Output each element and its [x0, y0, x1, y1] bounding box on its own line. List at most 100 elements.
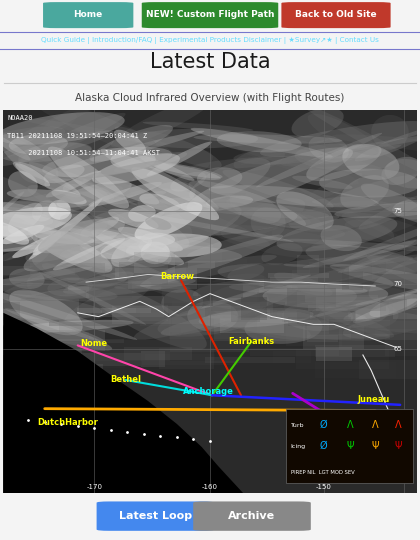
Ellipse shape	[252, 226, 345, 241]
Bar	[82, 350, 125, 368]
Ellipse shape	[0, 247, 50, 276]
Ellipse shape	[0, 278, 104, 287]
Ellipse shape	[74, 228, 171, 267]
Ellipse shape	[62, 131, 204, 170]
Ellipse shape	[9, 289, 83, 335]
Bar	[367, 329, 399, 333]
Ellipse shape	[344, 277, 420, 321]
Ellipse shape	[54, 136, 114, 158]
Ellipse shape	[319, 168, 420, 198]
Ellipse shape	[343, 308, 420, 338]
Ellipse shape	[15, 163, 50, 186]
Ellipse shape	[111, 236, 150, 267]
Ellipse shape	[370, 294, 420, 318]
Ellipse shape	[343, 210, 420, 261]
Bar	[59, 320, 81, 333]
Ellipse shape	[108, 191, 166, 205]
Bar	[268, 273, 328, 278]
Bar	[139, 313, 171, 326]
Ellipse shape	[317, 300, 389, 328]
Ellipse shape	[139, 131, 222, 168]
Ellipse shape	[334, 201, 420, 218]
Ellipse shape	[18, 113, 126, 163]
Ellipse shape	[226, 198, 311, 225]
Text: 65: 65	[393, 346, 402, 352]
Bar	[329, 319, 420, 334]
Bar	[1, 299, 79, 320]
Bar	[112, 307, 205, 324]
Bar	[145, 354, 215, 360]
Bar	[21, 342, 81, 352]
Bar	[200, 302, 273, 318]
Text: Latest Data: Latest Data	[150, 52, 270, 72]
Ellipse shape	[115, 126, 156, 146]
Ellipse shape	[230, 192, 281, 224]
Ellipse shape	[0, 247, 142, 303]
Ellipse shape	[94, 174, 159, 204]
Ellipse shape	[5, 308, 105, 342]
Bar	[205, 357, 295, 363]
Bar	[198, 284, 242, 298]
Bar	[316, 347, 352, 361]
Ellipse shape	[42, 264, 80, 281]
Ellipse shape	[131, 167, 219, 220]
Bar	[169, 318, 257, 339]
Ellipse shape	[30, 97, 179, 163]
Bar	[188, 261, 215, 268]
Ellipse shape	[113, 130, 146, 154]
Ellipse shape	[134, 286, 298, 340]
Bar	[142, 352, 165, 367]
Ellipse shape	[191, 274, 267, 306]
Ellipse shape	[207, 310, 366, 323]
Bar	[307, 320, 390, 339]
Ellipse shape	[0, 191, 24, 215]
Ellipse shape	[260, 121, 420, 157]
Ellipse shape	[318, 305, 394, 338]
Bar	[342, 272, 363, 290]
Ellipse shape	[27, 273, 94, 318]
Text: Back to Old Site: Back to Old Site	[295, 10, 377, 19]
Ellipse shape	[314, 286, 413, 310]
Bar	[339, 329, 420, 349]
Ellipse shape	[0, 131, 113, 167]
Bar	[77, 308, 150, 313]
Ellipse shape	[126, 238, 168, 255]
Ellipse shape	[91, 230, 184, 265]
Ellipse shape	[218, 264, 394, 292]
Ellipse shape	[189, 158, 270, 202]
Bar	[296, 349, 389, 369]
Ellipse shape	[139, 196, 270, 247]
Ellipse shape	[42, 242, 187, 293]
Ellipse shape	[129, 150, 213, 195]
Ellipse shape	[0, 168, 100, 245]
Bar	[5, 364, 103, 374]
Ellipse shape	[231, 135, 360, 171]
Ellipse shape	[221, 198, 305, 240]
Ellipse shape	[251, 207, 286, 238]
Ellipse shape	[298, 280, 420, 321]
Ellipse shape	[0, 133, 31, 160]
Ellipse shape	[79, 230, 126, 265]
Ellipse shape	[197, 167, 242, 188]
Ellipse shape	[49, 287, 163, 298]
Bar	[264, 266, 349, 289]
Ellipse shape	[0, 125, 129, 201]
Bar	[101, 308, 136, 313]
Ellipse shape	[191, 156, 303, 170]
Ellipse shape	[0, 201, 94, 234]
Ellipse shape	[146, 163, 221, 180]
Ellipse shape	[11, 161, 60, 181]
Bar	[161, 286, 190, 306]
Ellipse shape	[321, 133, 420, 154]
Bar	[3, 266, 75, 275]
Bar	[292, 270, 310, 292]
Ellipse shape	[342, 212, 420, 255]
Ellipse shape	[193, 279, 357, 312]
Ellipse shape	[126, 200, 216, 228]
Text: Fairbanks: Fairbanks	[228, 337, 274, 346]
Ellipse shape	[0, 285, 137, 340]
Ellipse shape	[44, 165, 84, 183]
Bar	[119, 262, 168, 285]
Text: 20211108 10:51:54–11:04:41 AKST: 20211108 10:51:54–11:04:41 AKST	[8, 150, 160, 156]
Bar	[241, 297, 267, 320]
